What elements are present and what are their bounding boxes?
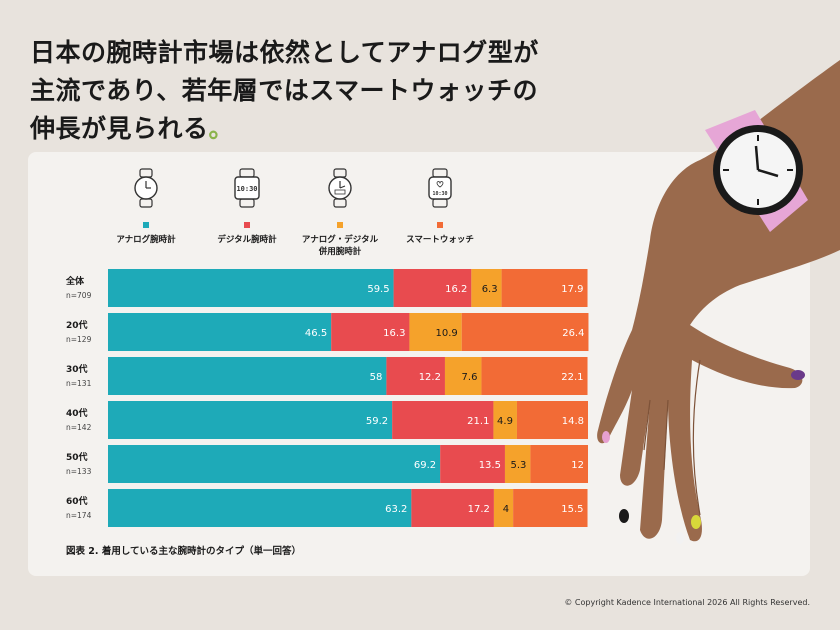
bar-segment-2-3	[481, 357, 588, 395]
bar-segment-3-3	[516, 401, 588, 439]
row-label-3: 40代 n=142	[66, 408, 91, 434]
bar-segment-1-1	[331, 313, 410, 351]
legend-swatch-hybrid	[337, 222, 343, 228]
data-label-5-3: 15.5	[561, 504, 583, 515]
bar-segment-4-3	[530, 445, 588, 483]
legend-swatch-analog	[143, 222, 149, 228]
legend-item-smartwatch: 10:30 スマートウォッチ	[385, 168, 495, 246]
data-label-4-2: 5.3	[510, 460, 526, 471]
smartwatch-time: 10:30	[432, 191, 447, 197]
legend-swatch-digital	[244, 222, 250, 228]
bar-segment-4-2	[504, 445, 531, 483]
data-label-5-2: 4	[503, 504, 509, 515]
bar-segment-4-1	[440, 445, 505, 483]
data-label-1-2: 10.9	[435, 328, 457, 339]
bar-segment-2-0	[108, 357, 387, 395]
legend-label-digital: デジタル腕時計	[217, 235, 277, 245]
data-label-3-1: 21.1	[467, 416, 489, 427]
row-label-0: 全体 n=709	[66, 276, 91, 302]
bar-segment-5-3	[513, 489, 588, 527]
bar-segment-1-0	[108, 313, 332, 351]
data-label-4-3: 12	[571, 460, 584, 471]
bar-segment-3-0	[108, 401, 393, 439]
bar-segment-0-2	[471, 269, 502, 307]
hybrid-watch-icon	[328, 168, 352, 208]
data-label-0-0: 59.5	[367, 284, 389, 295]
data-label-5-0: 63.2	[385, 504, 407, 515]
headline-line2: 主流であり、若年層ではスマートウォッチの	[30, 76, 539, 105]
data-label-4-0: 69.2	[414, 460, 436, 471]
data-label-1-1: 16.3	[383, 328, 405, 339]
legend-item-digital: 10:30 デジタル腕時計	[192, 168, 302, 246]
bar-segment-0-3	[501, 269, 588, 307]
data-label-2-3: 22.1	[561, 372, 583, 383]
row-label-4: 50代 n=133	[66, 452, 91, 478]
bar-segment-5-2	[493, 489, 514, 527]
legend-label-smartwatch: スマートウォッチ	[406, 235, 474, 245]
data-label-1-0: 46.5	[305, 328, 327, 339]
category-label: 60代	[66, 497, 88, 507]
category-label: 50代	[66, 453, 88, 463]
bar-segment-2-2	[444, 357, 482, 395]
data-label-0-2: 6.3	[482, 284, 498, 295]
data-label-3-2: 4.9	[497, 416, 513, 427]
legend-swatch-smartwatch	[437, 222, 443, 228]
copyright: © Copyright Kadence International 2026 A…	[564, 598, 810, 607]
chart-caption: 図表 2. 着用している主な腕時計のタイプ（単一回答）	[66, 546, 302, 557]
category-label: 全体	[66, 277, 85, 287]
data-label-5-1: 17.2	[468, 504, 490, 515]
legend-item-hybrid: アナログ・デジタル 併用腕時計	[285, 168, 395, 258]
data-label-0-3: 17.9	[561, 284, 583, 295]
bar-segment-2-1	[386, 357, 445, 395]
smartwatch-icon: 10:30	[428, 168, 452, 208]
data-label-2-0: 58	[370, 372, 383, 383]
bar-segment-1-2	[409, 313, 462, 351]
sample-size: n=709	[66, 291, 92, 300]
sample-size: n=174	[66, 511, 92, 520]
headline-line3: 伸長が見られる	[30, 114, 209, 143]
sample-size: n=131	[66, 379, 92, 388]
digital-watch-icon: 10:30	[234, 168, 260, 208]
category-label: 40代	[66, 409, 88, 419]
data-label-3-0: 59.2	[366, 416, 388, 427]
category-label: 30代	[66, 365, 88, 375]
category-label: 20代	[66, 321, 88, 331]
bar-segment-0-0	[108, 269, 394, 307]
sample-size: n=129	[66, 335, 92, 344]
legend-label-hybrid-line2: 併用腕時計	[318, 247, 362, 257]
bar-segment-4-0	[108, 445, 441, 483]
row-label-2: 30代 n=131	[66, 364, 91, 390]
legend-label-analog: アナログ腕時計	[116, 235, 176, 245]
bar-segment-1-3	[461, 313, 589, 351]
bar-segment-5-1	[411, 489, 494, 527]
data-label-1-3: 26.4	[562, 328, 584, 339]
bar-segment-3-2	[493, 401, 517, 439]
bar-segment-0-1	[393, 269, 472, 307]
row-label-1: 20代 n=129	[66, 320, 91, 346]
analog-watch-icon	[134, 168, 158, 208]
bar-segment-3-1	[392, 401, 494, 439]
data-label-4-1: 13.5	[479, 460, 501, 471]
sample-size: n=133	[66, 467, 92, 476]
headline-line1: 日本の腕時計市場は依然としてアナログ型が	[30, 38, 539, 67]
data-label-2-1: 12.2	[419, 372, 441, 383]
sample-size: n=142	[66, 423, 92, 432]
data-label-3-3: 14.8	[562, 416, 584, 427]
data-label-2-2: 7.6	[462, 372, 478, 383]
digital-watch-time: 10:30	[236, 185, 257, 193]
row-label-5: 60代 n=174	[66, 496, 91, 522]
legend-label-hybrid-line1: アナログ・デジタル	[301, 235, 379, 245]
bar-segment-5-0	[108, 489, 412, 527]
legend-item-analog: アナログ腕時計	[91, 168, 201, 246]
headline: 日本の腕時計市場は依然としてアナログ型が 主流であり、若年層ではスマートウォッチ…	[30, 34, 630, 148]
data-label-0-1: 16.2	[445, 284, 467, 295]
headline-dot: 。	[208, 114, 235, 143]
